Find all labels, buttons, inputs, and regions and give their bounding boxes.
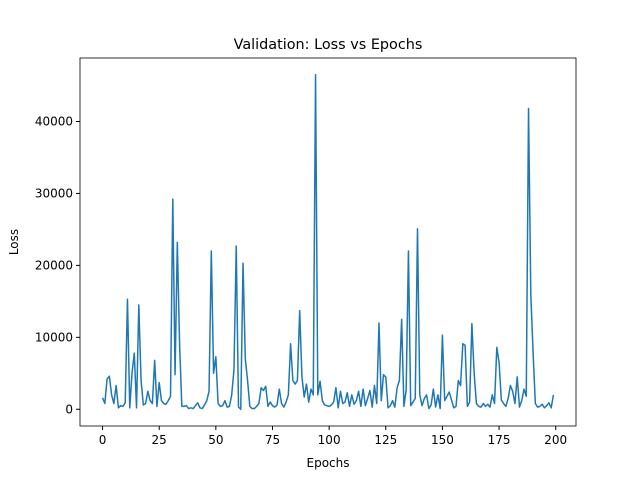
y-tick-label: 10000 bbox=[35, 330, 73, 344]
y-tick-label: 30000 bbox=[35, 186, 73, 200]
axes-frame bbox=[79, 57, 577, 427]
x-axis-label: Epochs bbox=[307, 456, 350, 470]
x-tick-label: 0 bbox=[99, 433, 107, 447]
y-tick-label: 0 bbox=[65, 402, 73, 416]
chart-title: Validation: Loss vs Epochs bbox=[234, 37, 423, 53]
y-tick-label: 20000 bbox=[35, 258, 73, 272]
x-tick-label: 50 bbox=[208, 433, 223, 447]
data-line bbox=[101, 73, 555, 411]
x-tick-label: 100 bbox=[318, 433, 341, 447]
y-tick-label: 40000 bbox=[35, 114, 73, 128]
x-tick-label: 150 bbox=[431, 433, 454, 447]
y-axis-label: Loss bbox=[7, 229, 21, 255]
x-tick-label: 25 bbox=[152, 433, 167, 447]
x-tick-label: 75 bbox=[265, 433, 280, 447]
x-tick-label: 125 bbox=[374, 433, 397, 447]
x-tick-label: 175 bbox=[488, 433, 511, 447]
x-tick-label: 200 bbox=[544, 433, 567, 447]
